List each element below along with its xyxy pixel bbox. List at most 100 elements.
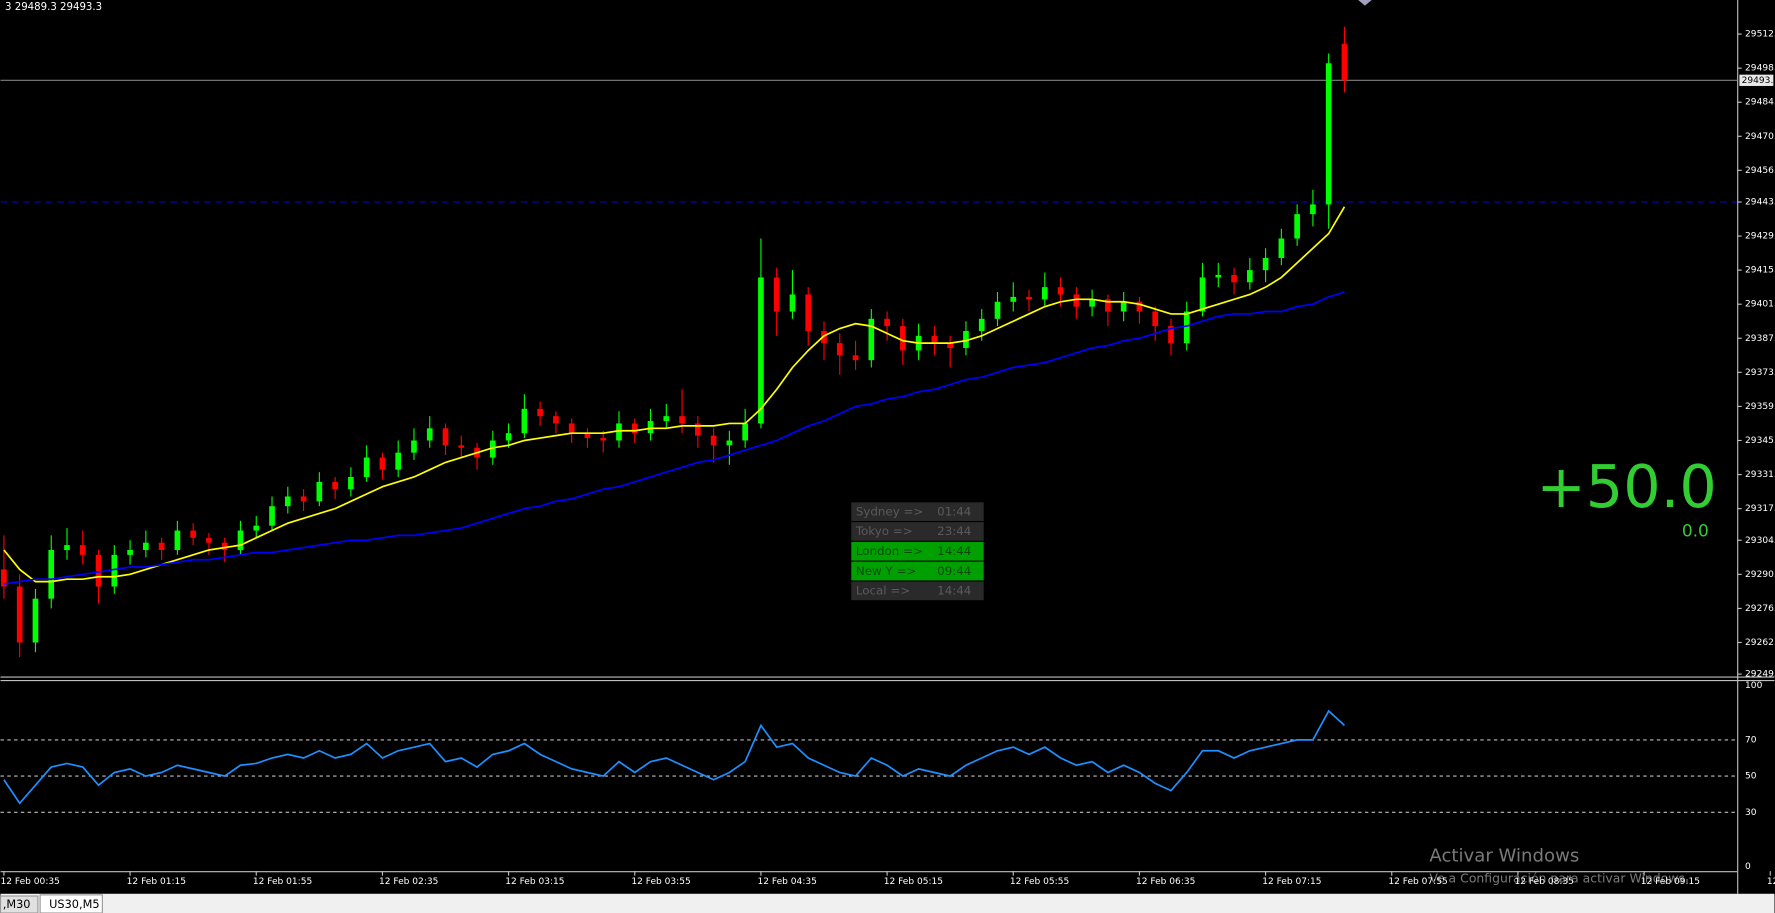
x-tick-label: 12 Feb 01:15	[127, 877, 186, 887]
candle-body	[931, 335, 938, 344]
candle-body	[505, 433, 512, 441]
x-tick-label: 12 Feb 05:55	[1010, 877, 1069, 887]
y-tick-label: 29304.	[1745, 536, 1775, 546]
candle-body	[1168, 326, 1174, 344]
candle-body	[1010, 296, 1017, 302]
candle-body	[395, 452, 402, 470]
candle-body	[1246, 270, 1253, 283]
y-tick-label: 29249.	[1745, 670, 1775, 680]
session-time: 14:44	[937, 584, 971, 598]
candle-body	[1231, 274, 1237, 283]
y-tick-label: 100	[1745, 681, 1763, 691]
session-time: 01:44	[937, 504, 971, 518]
candle-body	[426, 428, 433, 441]
candle-body	[95, 554, 102, 587]
y-tick-label: 0	[1745, 862, 1751, 872]
candle-body	[1, 569, 7, 587]
candle-body	[1120, 301, 1127, 312]
candle-body	[158, 542, 165, 550]
candle-body	[884, 318, 890, 327]
tab-label[interactable]: ,M30	[3, 898, 31, 911]
x-tick-label: 12 Feb 00:35	[1, 877, 60, 887]
y-tick-label: 29317.	[1745, 504, 1775, 514]
candle-body	[32, 598, 39, 643]
y-tick-label: 29290.	[1745, 570, 1775, 580]
candle-body	[947, 343, 954, 349]
candle-body	[127, 549, 133, 555]
x-tick-label: 12 Feb 04:35	[758, 877, 817, 887]
candle-body	[663, 416, 670, 422]
y-tick-label: 29443.	[1745, 197, 1775, 207]
candle-body	[521, 408, 528, 434]
candle-body	[1310, 204, 1316, 215]
candle-body	[1215, 274, 1222, 278]
session-row	[851, 522, 984, 541]
candle-body	[710, 435, 717, 446]
candle-body	[1105, 299, 1111, 312]
candle-body	[821, 330, 827, 344]
candle-body	[221, 542, 228, 550]
y-tick-label: 29276.	[1745, 604, 1775, 614]
candle-body	[1262, 257, 1269, 271]
candle-body	[537, 408, 543, 417]
y-tick-label: 50	[1745, 772, 1757, 782]
candle-body	[773, 277, 780, 312]
candle-body	[695, 423, 701, 436]
tab-label[interactable]: US30,M5	[49, 898, 99, 911]
candle-body	[616, 423, 622, 441]
session-time: 14:44	[937, 544, 971, 558]
candle-body	[111, 554, 118, 587]
price-label-box	[1739, 74, 1774, 86]
candle-body	[978, 318, 985, 331]
y-tick-label: 29359.	[1745, 402, 1775, 412]
x-tick-label: 12 Feb 07:55	[1388, 877, 1447, 887]
candle-body	[568, 423, 575, 434]
candle-body	[269, 506, 275, 526]
session-time: 09:44	[937, 564, 971, 578]
y-tick-label: 29415.	[1745, 266, 1775, 276]
session-time: 23:44	[937, 524, 971, 538]
candle-body	[1341, 43, 1348, 81]
y-tick-label: 29387.	[1745, 334, 1775, 344]
watermark-title: Activar Windows	[1429, 845, 1579, 866]
candle-body	[348, 476, 354, 490]
y-tick-label: 29429.	[1745, 232, 1775, 242]
candle-body	[411, 440, 417, 453]
candle-body	[64, 545, 70, 550]
candle-body	[363, 457, 370, 477]
y-tick-label: 29262.	[1745, 638, 1775, 648]
x-tick-label: 12 Feb 03:55	[631, 877, 690, 887]
quote: 3 29489.3 29493.3	[5, 2, 102, 13]
session-row	[851, 561, 984, 581]
watermark-text: Ve a Configuración para activar Windows.	[1429, 871, 1689, 886]
candle-body	[1325, 63, 1332, 205]
candle-body	[868, 318, 875, 361]
candle-body	[1041, 287, 1048, 300]
candle-body	[1294, 214, 1300, 239]
candle-body	[442, 428, 449, 446]
candle-body	[1278, 238, 1285, 258]
candle-body	[237, 530, 244, 550]
session-name: Sydney =>	[856, 504, 924, 518]
profit-main: +50.0	[1536, 452, 1716, 521]
session-name: London =>	[856, 544, 923, 558]
candle-body	[489, 440, 496, 458]
x-tick-label: 12 Feb 02:35	[379, 877, 438, 887]
price-label: 29493.	[1742, 76, 1774, 86]
y-tick-label: 29498.	[1745, 64, 1775, 74]
candle-body	[1057, 287, 1064, 295]
candle-body	[1089, 299, 1095, 307]
session-name: Tokyo =>	[855, 524, 913, 538]
candle-body	[284, 496, 291, 507]
candle-body	[726, 440, 733, 446]
indicator-line	[3, 291, 1345, 585]
candle-body	[1136, 301, 1143, 312]
candle-body	[316, 481, 323, 502]
tab-bar	[0, 893, 1775, 913]
candle-body	[379, 457, 386, 470]
candle-body	[190, 530, 196, 538]
candle-body	[742, 423, 748, 441]
